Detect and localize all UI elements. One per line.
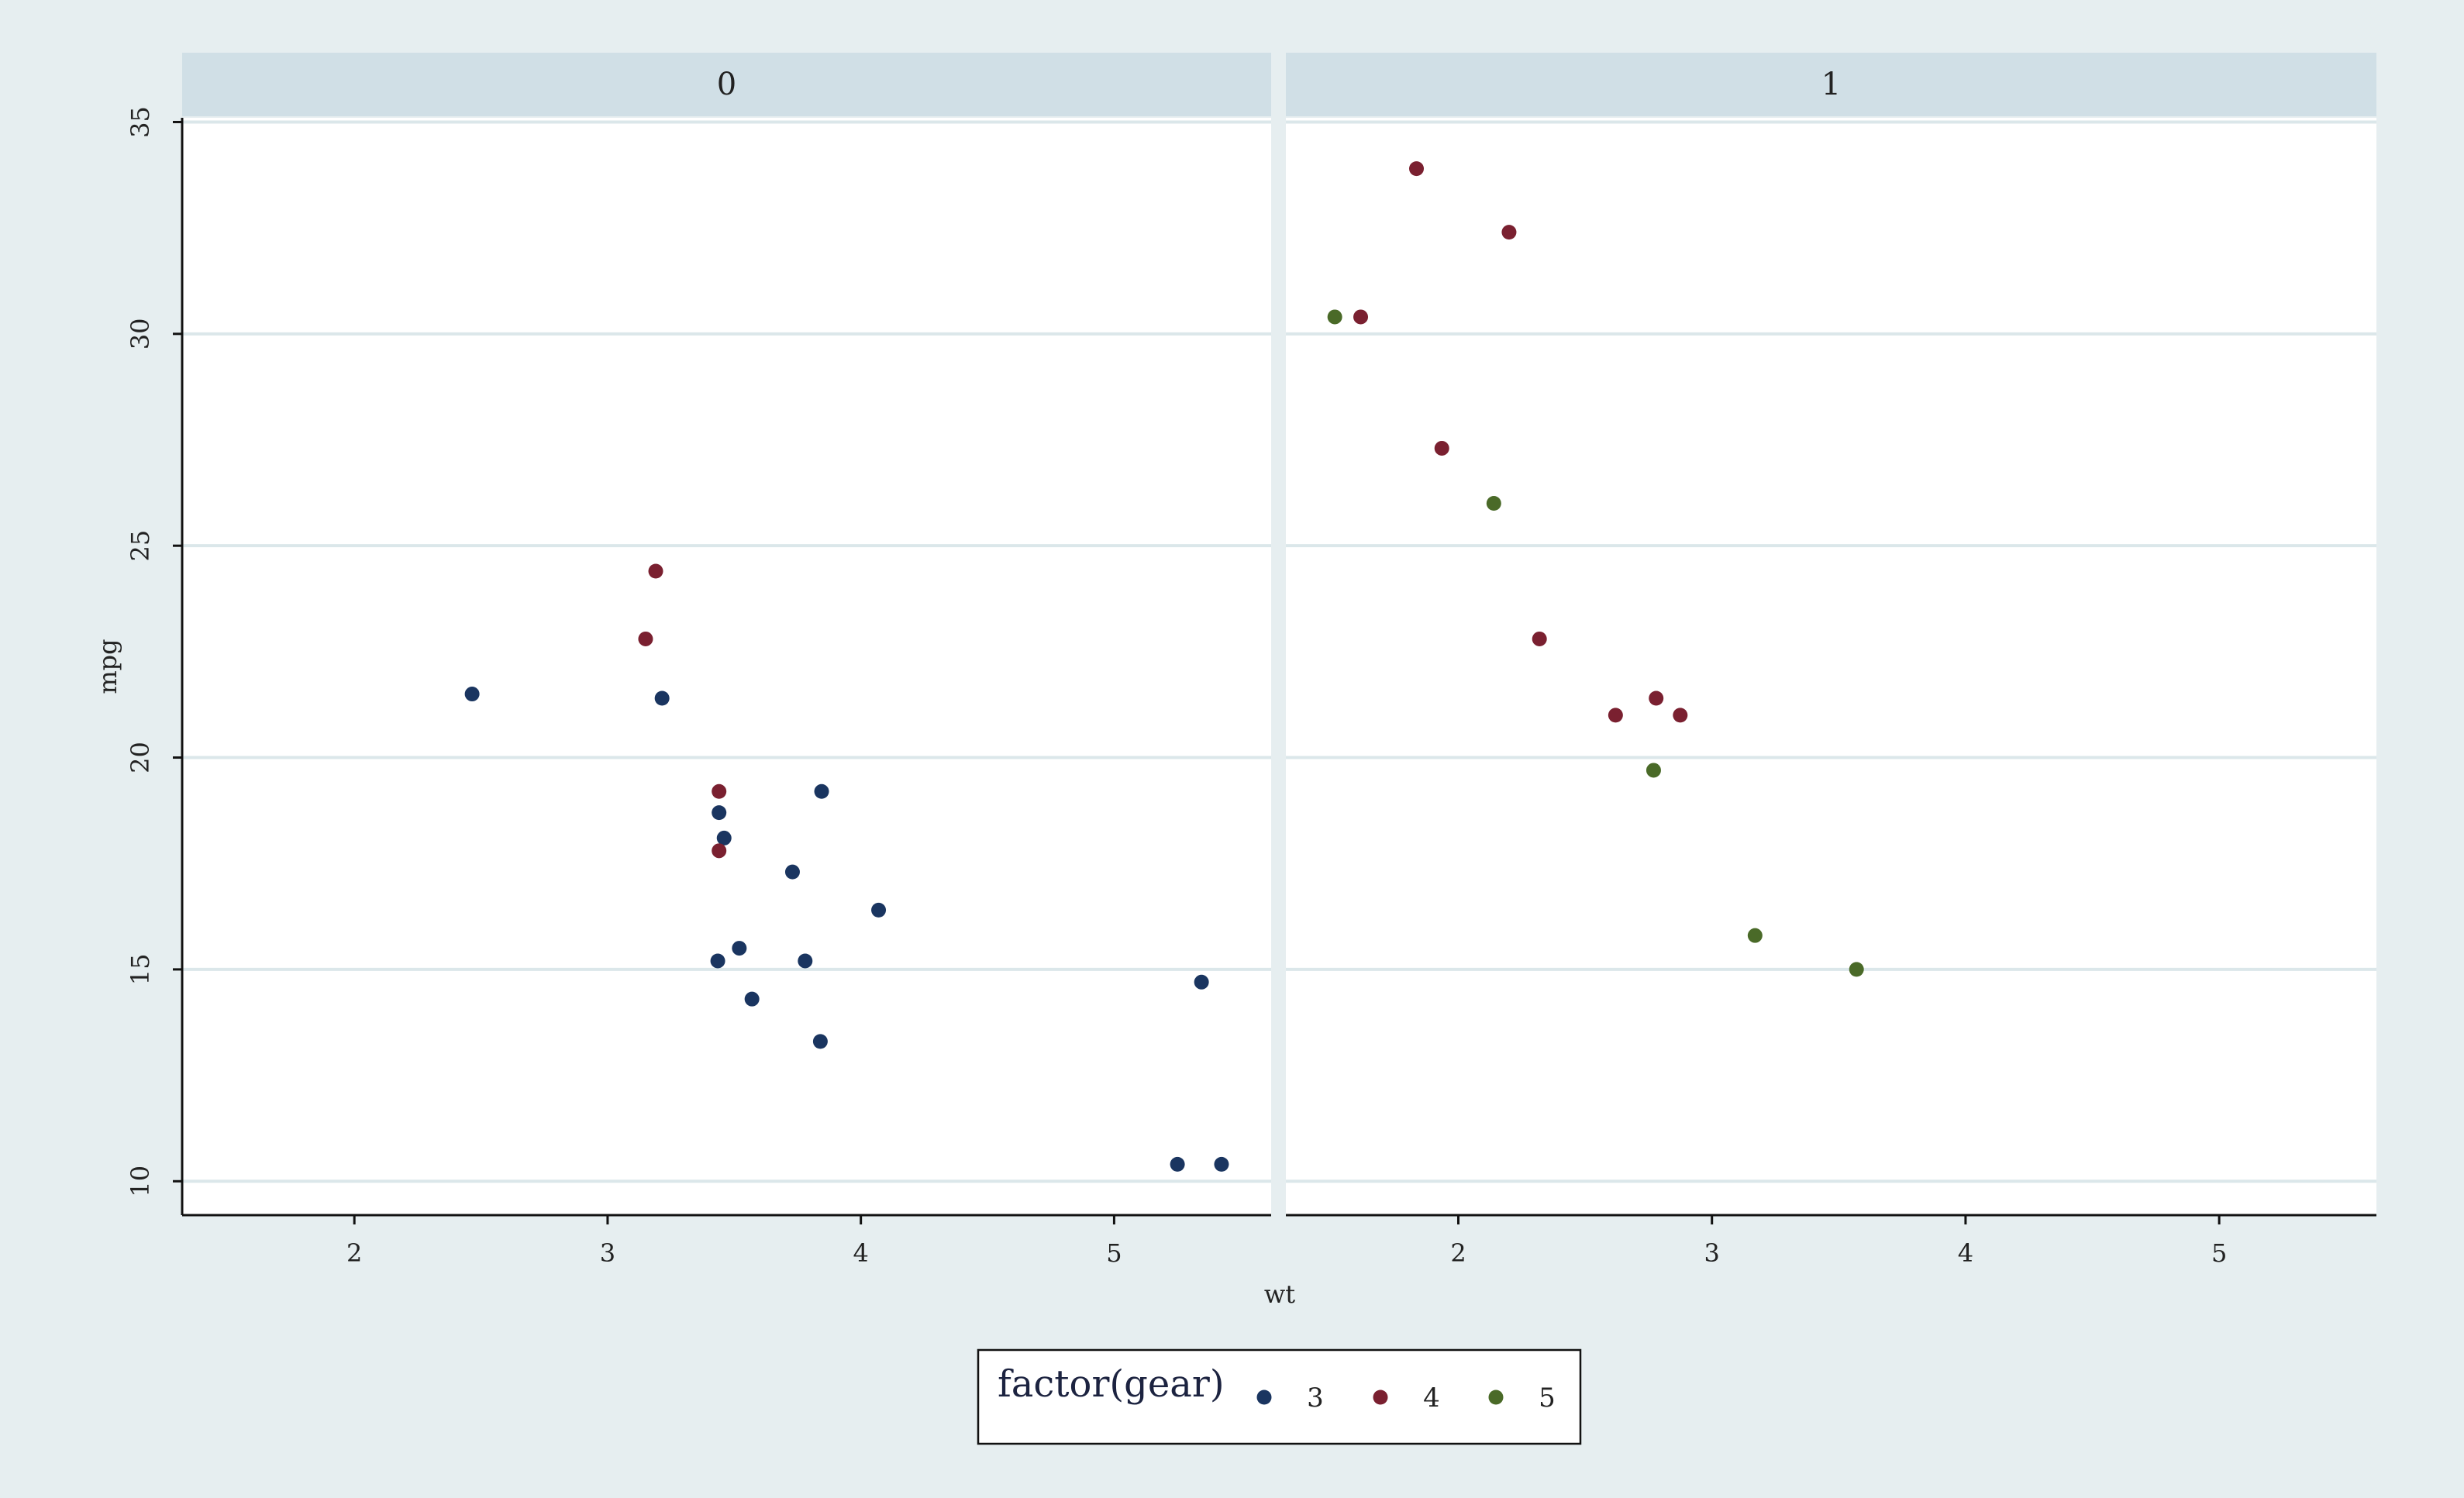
point-gear-4 [1409,161,1425,177]
legend-title: factor(gear) [998,1362,1225,1406]
point-gear-3 [784,864,800,880]
legend-label-3: 3 [1307,1383,1324,1414]
y-tick-label-30: 30 [126,318,155,350]
point-gear-4 [712,783,727,799]
point-gear-5 [1486,496,1501,511]
point-gear-4 [1673,708,1688,723]
x-tick-label-2: 2 [346,1238,362,1268]
x-tick-label-4: 4 [1958,1238,1973,1268]
legend-key-5 [1488,1390,1504,1405]
x-tick-label-3: 3 [1704,1238,1720,1268]
point-gear-3 [732,941,747,956]
point-gear-4 [712,843,727,859]
x-axis-title: wt [1264,1279,1295,1309]
facet-strip [1286,53,2376,116]
point-gear-3 [654,690,670,706]
facet-panel-0: 0 [182,53,1271,1215]
facet-strip-label: 1 [1821,67,1841,102]
point-gear-4 [1353,309,1369,325]
legend-label-5: 5 [1539,1383,1556,1414]
point-gear-5 [1327,309,1342,325]
y-axis-title: mpg [93,639,122,694]
point-gear-3 [464,687,480,702]
panel-background [1286,118,2376,1215]
point-gear-3 [814,783,829,799]
panel-background [182,118,1271,1215]
point-gear-5 [1849,962,1864,977]
y-tick-label-10: 10 [126,1166,155,1197]
y-tick-label-25: 25 [126,530,155,562]
point-gear-3 [710,953,725,969]
x-tick-label-4: 4 [853,1238,868,1268]
x-axis: 2 3 4 5 2 3 4 5 [182,1214,2376,1268]
point-gear-3 [1214,1156,1229,1172]
points-facet-1 [1327,161,1864,977]
x-tick-label-3: 3 [600,1238,615,1268]
point-gear-3 [744,991,760,1007]
y-tick-label-35: 35 [126,106,155,138]
legend-box [977,1348,1582,1445]
point-gear-4 [648,563,663,579]
legend: factor(gear) 3 4 5 [977,1348,1582,1445]
points-facet-0 [464,563,1229,1172]
legend-label-4: 4 [1423,1383,1440,1414]
point-gear-3 [812,1034,828,1049]
point-gear-3 [798,953,813,969]
y-axis: 10 15 20 25 30 35 [126,106,184,1215]
point-gear-3 [712,805,727,821]
point-gear-5 [1747,928,1763,943]
point-gear-4 [1434,440,1449,456]
x-tick-label-2: 2 [1450,1238,1466,1268]
point-gear-3 [871,902,887,918]
point-gear-4 [1501,225,1517,240]
point-gear-4 [1532,631,1547,646]
facet-strip [182,53,1271,116]
point-gear-4 [1649,690,1664,706]
point-gear-3 [1170,1156,1185,1172]
point-gear-5 [1646,763,1661,778]
facet-panel-1: 1 [1286,53,2376,1215]
legend-key-4 [1373,1390,1388,1405]
point-gear-3 [716,830,732,845]
point-gear-3 [1194,974,1209,990]
facet-strip-label: 0 [717,67,736,102]
x-tick-label-5: 5 [1106,1238,1122,1268]
point-gear-4 [1608,708,1623,723]
x-tick-label-5: 5 [2211,1238,2227,1268]
y-tick-label-20: 20 [126,742,155,773]
point-gear-4 [638,631,653,646]
legend-key-3 [1256,1390,1272,1405]
y-tick-label-15: 15 [126,954,155,986]
